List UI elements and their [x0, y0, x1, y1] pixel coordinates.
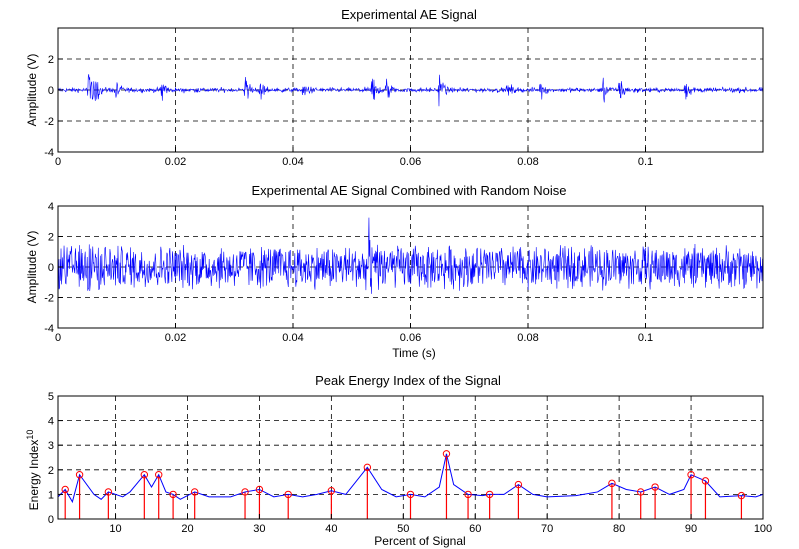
y-tick-label: 3: [48, 440, 54, 452]
panel-1-signal: [57, 74, 764, 107]
x-tick-label: 20: [181, 523, 193, 535]
peak-marker: [687, 471, 695, 479]
y-tick-label: 5: [48, 391, 54, 403]
y-tick-label: 2: [48, 232, 54, 244]
panel-3: Peak Energy Index of the Signal 10 20 30 40…: [25, 373, 772, 548]
y-tick-label: 4: [48, 201, 54, 213]
panel-3-y-label: Energy Index10: [25, 430, 41, 511]
peak-marker: [514, 480, 523, 489]
peak-marker: [140, 471, 149, 479]
x-tick-label: 0.08: [517, 156, 538, 168]
panel-3-grid: [58, 396, 763, 519]
panel-3-series: [57, 450, 764, 519]
energy-curve: [57, 453, 764, 504]
peak-marker: [608, 479, 616, 488]
x-tick-label: 0.02: [165, 156, 186, 168]
y-tick-label: 2: [48, 54, 54, 66]
y-tick-label: -4: [44, 323, 54, 335]
panel-3-y-label-superscript: 10: [25, 430, 35, 440]
panel-3-y-label-text: Energy Index: [27, 440, 41, 511]
peak-marker: [61, 485, 69, 494]
peak-marker: [104, 488, 113, 496]
x-tick-label: 0: [55, 156, 61, 168]
signal-trace: [57, 74, 764, 107]
x-tick-label: 100: [754, 523, 772, 535]
panel-2-x-label: Time (s): [392, 346, 436, 360]
y-tick-label: -2: [44, 116, 54, 128]
x-tick-label: 0.02: [165, 332, 186, 344]
peak-marker: [327, 487, 336, 495]
peak-marker: [464, 490, 472, 499]
x-tick-label: 70: [541, 523, 553, 535]
peak-marker: [737, 491, 746, 500]
panel-1-title: Experimental AE Signal: [341, 7, 477, 22]
panel-3-axes-box: [57, 395, 764, 520]
panel-1: Experimental AE Signal 0 0.02 0.04 0.06 0.08…: [25, 7, 764, 168]
peak-marker: [155, 471, 163, 479]
peak-marker: [406, 490, 415, 499]
x-tick-label: 0.04: [282, 156, 303, 168]
panel-2-signal: [57, 217, 764, 294]
peak-marker: [241, 488, 249, 496]
peak-marker: [637, 488, 645, 496]
x-tick-label: 0: [55, 332, 61, 344]
peak-marker: [651, 483, 659, 491]
signal-trace: [57, 217, 764, 294]
peak-marker: [190, 488, 199, 496]
y-tick-label: 1: [48, 489, 54, 501]
x-tick-label: 0.1: [638, 156, 653, 168]
peak-marker: [75, 471, 84, 479]
peak-marker: [442, 450, 451, 458]
y-tick-label: 0: [48, 262, 54, 274]
x-tick-label: 0.1: [638, 332, 653, 344]
panel-3-x-label: Percent of Signal: [374, 534, 465, 548]
x-tick-label: 60: [469, 523, 481, 535]
x-tick-label: 50: [397, 523, 409, 535]
peak-marker: [485, 490, 494, 499]
y-tick-label: 0: [48, 514, 54, 526]
peak-marker: [284, 490, 292, 499]
x-tick-label: 30: [253, 523, 265, 535]
x-tick-label: 0.08: [517, 332, 538, 344]
x-tick-label: 90: [685, 523, 697, 535]
x-tick-label: 0.06: [400, 156, 421, 168]
x-tick-label: 10: [109, 523, 121, 535]
panel-1-grid: [58, 28, 763, 152]
panel-3-title: Peak Energy Index of the Signal: [315, 373, 501, 388]
y-tick-label: 4: [48, 416, 54, 428]
y-tick-label: 2: [48, 465, 54, 477]
x-tick-label: 0.04: [282, 332, 303, 344]
x-tick-label: 0.06: [400, 332, 421, 344]
x-tick-label: 80: [613, 523, 625, 535]
panel-2-title: Experimental AE Signal Combined with Ran…: [251, 183, 566, 198]
peak-marker: [255, 485, 264, 494]
panel-1-y-label: Amplitude (V): [25, 54, 39, 127]
panel-2: Experimental AE Signal Combined with Ran…: [25, 183, 764, 360]
y-tick-label: 0: [48, 85, 54, 97]
y-tick-label: -4: [44, 147, 54, 159]
x-tick-label: 40: [325, 523, 337, 535]
y-tick-label: -2: [44, 293, 54, 305]
peak-marker: [701, 477, 710, 485]
peak-marker: [169, 490, 177, 499]
panel-2-y-label: Amplitude (V): [25, 231, 39, 304]
peak-marker: [363, 463, 372, 472]
